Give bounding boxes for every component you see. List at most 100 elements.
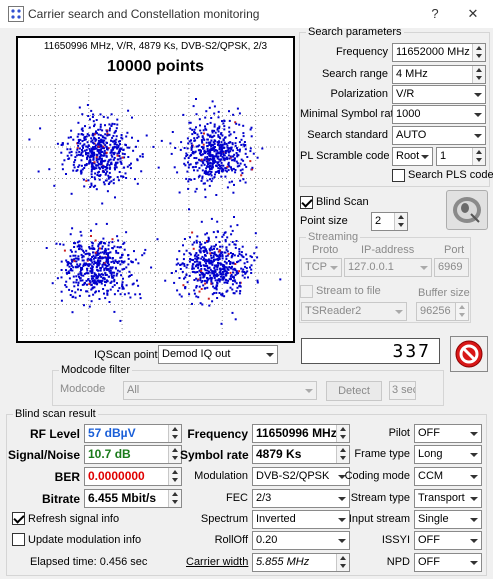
pilot-select[interactable]: OFF: [414, 424, 482, 443]
pl-scramble-spinner[interactable]: [472, 148, 485, 165]
carrier-width-value: 5.855 MHz: [252, 553, 350, 572]
rolloff-select[interactable]: 0.20: [252, 531, 350, 550]
chevron-down-icon: [474, 93, 482, 97]
detect-button[interactable]: Detect: [326, 381, 382, 401]
plot-header: 11650996 MHz, V/R, 4879 Ks, DVB-S2/QPSK,…: [43, 41, 268, 52]
ber-spinner[interactable]: [168, 468, 181, 485]
window-title: Carrier search and Constellation monitor…: [28, 7, 260, 21]
chevron-down-icon: [420, 266, 428, 270]
coding-mode-select[interactable]: CCM: [414, 467, 482, 486]
symbol-rate-label: Symbol rate: [180, 448, 249, 462]
iqscan-select[interactable]: Demod IQ out: [158, 345, 278, 364]
bitrate-spinner[interactable]: [168, 490, 181, 507]
chevron-down-icon: [266, 353, 274, 357]
search-standard-label: Search standard: [307, 129, 388, 141]
spectrum-label: Spectrum: [200, 513, 248, 525]
chevron-down-icon: [470, 497, 478, 501]
search-range-spinner[interactable]: [472, 66, 485, 83]
frequency-spinner[interactable]: [472, 44, 485, 61]
port-input[interactable]: 6969: [434, 258, 469, 277]
symbol-rate-value: 4879 Ks: [252, 445, 350, 464]
update-modulation-checkbox[interactable]: [12, 533, 25, 546]
result-frequency-spinner[interactable]: [336, 425, 349, 442]
issyi-label: ISSYI: [381, 534, 410, 546]
symbol-cluster: [45, 222, 153, 322]
frame-type-select[interactable]: Long: [414, 445, 482, 464]
search-parameters-legend: Search parameters: [308, 26, 402, 38]
modcode-filter-group: Modcode filter: [52, 364, 444, 406]
frequency-input[interactable]: 11652000 MHz: [392, 43, 486, 62]
modulation-select[interactable]: DVB-S2/QPSK: [252, 467, 350, 486]
issyi-select[interactable]: OFF: [414, 531, 482, 550]
npd-select[interactable]: OFF: [414, 553, 482, 572]
blind-scan-checkbox[interactable]: [300, 196, 313, 209]
rolloff-label: RollOff: [214, 534, 248, 546]
polarization-select[interactable]: V/R: [392, 85, 486, 104]
satellite-dish-icon: [453, 197, 481, 223]
bitrate-value: 6.455 Mbit/s: [84, 489, 182, 508]
close-button[interactable]: ✕: [467, 6, 479, 21]
search-pls-checkbox[interactable]: [392, 169, 405, 182]
symbol-rate-spinner[interactable]: [336, 446, 349, 463]
chevron-down-icon: [330, 266, 338, 270]
detect-seconds-select[interactable]: 3 sec: [389, 381, 416, 400]
pl-scramble-code-input[interactable]: 1: [436, 147, 486, 166]
pl-scramble-label: PL Scramble code: [300, 150, 390, 162]
point-size-spinner[interactable]: [394, 213, 407, 230]
modcode-filter-legend: Modcode filter: [61, 364, 131, 376]
rf-level-label: RF Level: [29, 427, 80, 441]
ber-value: 0.0000000: [84, 467, 182, 486]
refresh-signal-label: Refresh signal info: [28, 513, 120, 525]
reader-select[interactable]: TSReader2: [301, 302, 407, 321]
search-range-input[interactable]: 4 MHz: [392, 65, 486, 84]
carrier-width-spinner[interactable]: [336, 554, 349, 571]
refresh-signal-checkbox[interactable]: [12, 512, 25, 525]
buffer-size-label: Buffer size: [418, 287, 470, 299]
iqscan-label: IQScan point: [94, 349, 158, 361]
min-symbol-rate-select[interactable]: 1000: [392, 105, 486, 124]
buffer-size-input[interactable]: 96256: [416, 302, 469, 321]
blind-scan-label: Blind Scan: [316, 196, 369, 208]
frame-type-label: Frame type: [354, 448, 410, 460]
modcode-select[interactable]: All: [123, 381, 317, 400]
fec-select[interactable]: 2/3: [252, 489, 350, 508]
rf-level-spinner[interactable]: [168, 425, 181, 442]
spectrum-select[interactable]: Inverted: [252, 510, 350, 529]
stream-to-file-checkbox[interactable]: [300, 285, 313, 298]
chevron-down-icon: [305, 389, 313, 393]
pl-scramble-mode-select[interactable]: Root: [392, 147, 433, 166]
title-bar: Carrier search and Constellation monitor…: [0, 0, 493, 28]
chevron-down-icon: [395, 310, 403, 314]
iq-counter-display: 337: [301, 338, 440, 364]
chevron-down-icon: [470, 561, 478, 565]
app-icon: [8, 6, 24, 22]
blind-scan-result-group: Blind scan result: [6, 408, 487, 576]
stop-button[interactable]: [450, 336, 488, 372]
fec-label: FEC: [226, 492, 248, 504]
buffer-size-spinner[interactable]: [455, 303, 468, 320]
signal-noise-value: 10.7 dB: [84, 445, 182, 464]
elapsed-time-label: Elapsed time: 0.456 sec: [30, 556, 148, 568]
chevron-down-icon: [338, 518, 346, 522]
ip-address-select[interactable]: 127.0.0.1: [344, 258, 432, 277]
constellation-plot: 11650996 MHz, V/R, 4879 Ks, DVB-S2/QPSK,…: [16, 36, 295, 343]
stream-type-label: Stream type: [350, 492, 410, 504]
point-size-input[interactable]: 2: [371, 212, 408, 231]
pilot-label: Pilot: [388, 427, 410, 439]
chevron-down-icon: [470, 539, 478, 543]
polarization-label: Polarization: [330, 88, 388, 100]
search-standard-select[interactable]: AUTO: [392, 126, 486, 145]
proto-select[interactable]: TCP: [301, 258, 342, 277]
chevron-down-icon: [470, 475, 478, 479]
search-range-label: Search range: [321, 68, 388, 80]
chevron-down-icon: [421, 155, 429, 159]
plot-points-count: 10000 points: [107, 58, 204, 75]
stream-type-select[interactable]: Transport: [414, 489, 482, 508]
stream-to-file-label: Stream to file: [316, 285, 381, 297]
carrier-width-label[interactable]: Carrier width: [186, 556, 249, 568]
signal-noise-spinner[interactable]: [168, 446, 181, 463]
input-stream-select[interactable]: Single: [414, 510, 482, 529]
help-button[interactable]: ?: [431, 6, 439, 21]
satellite-logo-button[interactable]: [446, 190, 488, 230]
blind-scan-result-legend: Blind scan result: [15, 408, 96, 420]
